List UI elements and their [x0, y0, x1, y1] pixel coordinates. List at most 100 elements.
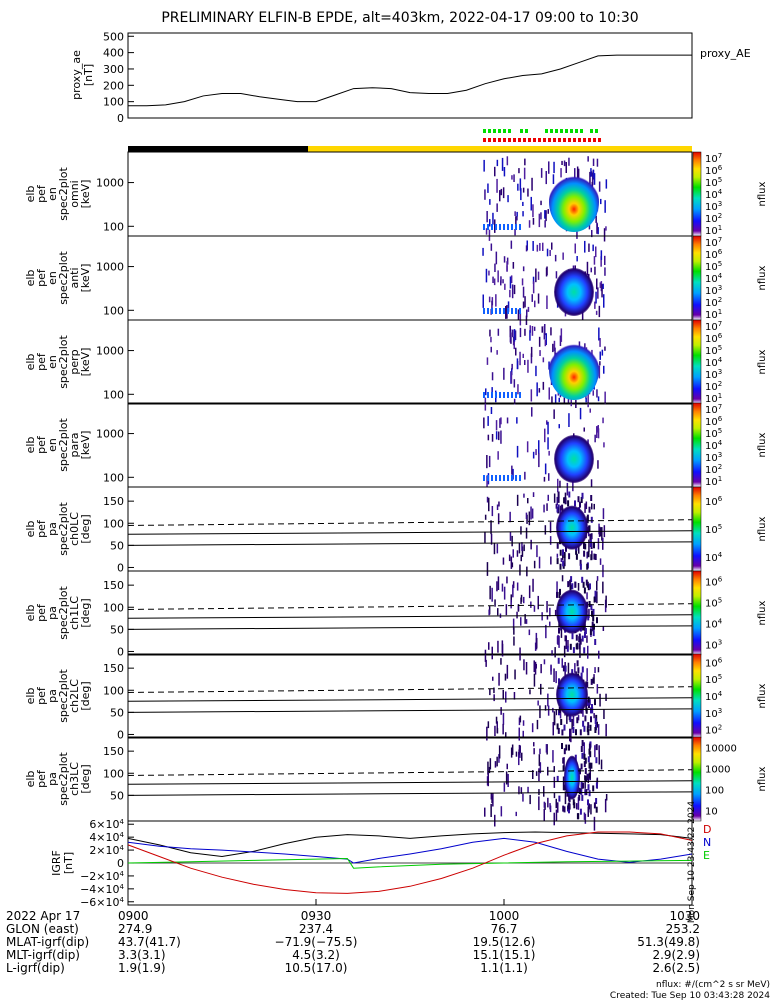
footer-created: Created: Tue Sep 10 03:43:28 2024 — [610, 991, 770, 1000]
igrf-legend-E: E — [703, 849, 710, 862]
spectrogram-pixel — [507, 308, 509, 314]
colorbar-tick-label: 101 — [705, 224, 722, 237]
spectrogram-pixel — [595, 246, 597, 258]
panel-ylabel-line: elb — [24, 270, 37, 287]
spectrogram-pixel — [605, 693, 607, 701]
spectrogram-pixel — [515, 308, 517, 314]
spectrogram-pixel — [554, 254, 557, 262]
pitch-pixel — [590, 495, 593, 501]
spectrogram-pixel — [570, 728, 572, 743]
panel-ylabel-line: [keV] — [79, 264, 92, 293]
spectrogram-pixel — [585, 398, 587, 403]
panel-ylabel-line: spec2plot — [57, 251, 70, 305]
panel-ylabel-line: en — [46, 271, 59, 285]
spectrogram-pixel — [543, 504, 545, 513]
pitch-pixel — [564, 665, 567, 672]
spectrogram-pixel — [601, 349, 604, 356]
colorbar-tick-exp: 3 — [718, 284, 722, 292]
pitch-pixel — [588, 743, 591, 750]
spectrogram-pixel — [490, 803, 492, 817]
red-marker — [528, 138, 531, 142]
spectrogram-pixel — [497, 451, 499, 460]
spectrogram-pixel — [572, 716, 575, 727]
spectrogram-pixel — [541, 326, 543, 333]
colorbar-tick-exp: 4 — [718, 356, 723, 364]
spectrogram-pixel — [487, 416, 489, 426]
spectrogram-pixel — [549, 521, 552, 533]
spectrogram-pixel — [559, 480, 561, 488]
igrf-tick-base: −2×10 — [80, 870, 119, 883]
spectrogram-pixel — [587, 808, 589, 817]
pitch-pixel — [556, 558, 559, 565]
spectrogram-pixel — [537, 595, 539, 610]
spectrogram-pixel — [557, 478, 559, 493]
green-marker — [590, 129, 593, 133]
footer-row-label: MLT-igrf(dip) — [6, 948, 80, 962]
pitch-pixel — [588, 772, 591, 779]
panel-ylabel-line: ch3LC — [68, 762, 81, 796]
pitch-pixel — [587, 799, 589, 806]
spectrogram-pixel — [596, 684, 599, 694]
spectrogram-pixel — [513, 284, 516, 295]
spectrogram-pixel — [548, 387, 550, 400]
spectrogram-pixel — [583, 427, 585, 432]
pitch-pixel — [588, 506, 591, 513]
spectrogram-pixel — [512, 584, 514, 598]
pitch-pixel — [556, 542, 559, 549]
colorbar-tick-label: 1000 — [705, 765, 730, 776]
pitch-frame — [127, 736, 693, 822]
colorbar-tick-base: 1000 — [705, 765, 730, 776]
spectrogram-pixel — [531, 508, 534, 519]
spectrogram-pixel — [549, 607, 551, 617]
spectrogram-pixel — [565, 162, 567, 173]
spectrogram-pixel — [484, 649, 487, 662]
spectrogram-tick-label: 1000 — [96, 428, 124, 441]
spectrogram-pixel — [539, 705, 541, 719]
spectrogram-pixel — [540, 168, 543, 178]
colorbar-tick-label: 10000 — [705, 744, 737, 755]
footer-value: 253.2 — [666, 922, 700, 936]
spectrogram-pixel — [490, 407, 493, 414]
spectrogram-pixel — [559, 709, 562, 719]
pitch-pixel — [579, 638, 582, 645]
pitch-pixel — [563, 806, 566, 813]
spectrogram-pixel — [590, 168, 592, 177]
pitch-tick-label: 50 — [110, 706, 124, 719]
footer-row-label: 2022 Apr 17 — [6, 909, 80, 923]
spectrogram-pixel — [556, 636, 559, 644]
colorbar — [692, 319, 702, 405]
igrf-tick-label: −6×104 — [80, 896, 124, 909]
pitch-pixel — [580, 497, 583, 503]
colorbar-tick-exp: 4 — [718, 439, 723, 447]
pitch-pixel — [571, 669, 574, 676]
spectrogram-pixel — [605, 794, 608, 801]
spectrogram-pixel — [576, 803, 578, 810]
panel-ylabel: elbpefpaspec2plotch0LC[deg] — [24, 502, 92, 556]
spectrogram-pixel — [520, 787, 523, 794]
spectrogram-pixel — [490, 243, 493, 251]
red-marker — [553, 138, 556, 142]
spectrogram-tick-label: 1000 — [96, 261, 124, 274]
spectrogram-pixel — [499, 224, 501, 230]
spectrogram-pixel — [570, 395, 572, 407]
pitch-pixel — [565, 545, 567, 552]
spectrogram-pixel — [484, 514, 487, 520]
spectrogram-pixel — [500, 430, 502, 444]
spectrogram-pixel — [522, 301, 525, 309]
time-axis — [127, 899, 693, 905]
spectrogram-pixel — [519, 564, 521, 576]
pitch-pixel — [581, 752, 584, 759]
colorbar-tick-label: 105 — [705, 260, 722, 273]
pitch-lower-line — [127, 541, 693, 546]
spectrogram-pixel — [552, 750, 554, 763]
spectrogram-pixel — [498, 431, 500, 441]
spectrogram-pixel — [486, 211, 488, 223]
pitch-pixel — [578, 794, 581, 801]
spectrogram-pixel — [491, 308, 493, 314]
spectrogram-pixel — [506, 664, 509, 679]
panel-ylabel-line: [deg] — [79, 681, 92, 710]
spectrogram-pixel — [589, 408, 591, 413]
spectrogram-pixel — [560, 624, 563, 638]
colorbar-tick-exp: 6 — [718, 164, 723, 172]
